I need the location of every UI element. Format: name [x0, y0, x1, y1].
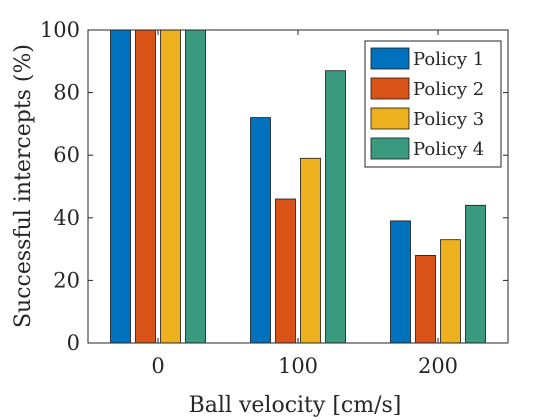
bar-policy-4-100 — [325, 70, 346, 344]
y-tick-label: 80 — [53, 81, 80, 105]
bar-policy-2-100 — [275, 198, 296, 344]
bar-policy-1-0 — [110, 29, 131, 344]
bar-policy-3-200 — [440, 239, 461, 344]
bars — [110, 29, 486, 344]
legend-swatch-policy-3 — [370, 107, 410, 130]
y-tick-label: 100 — [40, 18, 80, 42]
legend-label: Policy 3 — [413, 109, 484, 130]
legend-swatch-policy-4 — [370, 137, 410, 160]
bar-policy-1-200 — [390, 220, 411, 344]
tick-labels: 0 20 40 60 80 100 0 100 200 — [40, 18, 458, 378]
bar-policy-2-200 — [415, 254, 436, 344]
x-tick-label: 0 — [151, 354, 164, 378]
x-tick-label: 200 — [418, 354, 458, 378]
bar-policy-1-100 — [250, 117, 271, 344]
legend-label: Policy 4 — [413, 139, 484, 160]
y-tick-label: 60 — [53, 143, 80, 167]
bar-policy-3-100 — [300, 157, 321, 344]
legend-swatch-policy-1 — [370, 47, 410, 70]
legend: Policy 1 Policy 2 Policy 3 Policy 4 — [364, 40, 502, 168]
axes — [87, 29, 509, 344]
y-tick-label: 0 — [67, 331, 80, 355]
bar-policy-4-0 — [185, 29, 206, 344]
bar-policy-3-0 — [160, 29, 181, 344]
bar-policy-2-0 — [135, 29, 156, 344]
y-tick-label: 40 — [53, 206, 80, 230]
legend-label: Policy 2 — [413, 79, 484, 100]
legend-label: Policy 1 — [413, 49, 484, 70]
x-tick-label: 100 — [278, 354, 318, 378]
bar-policy-4-200 — [465, 204, 486, 344]
legend-swatch-policy-2 — [370, 77, 410, 100]
x-axis-label: Ball velocity [cm/s] — [189, 393, 402, 418]
y-tick-label: 20 — [53, 268, 80, 292]
y-axis-label: Successful intercepts (%) — [11, 44, 36, 328]
